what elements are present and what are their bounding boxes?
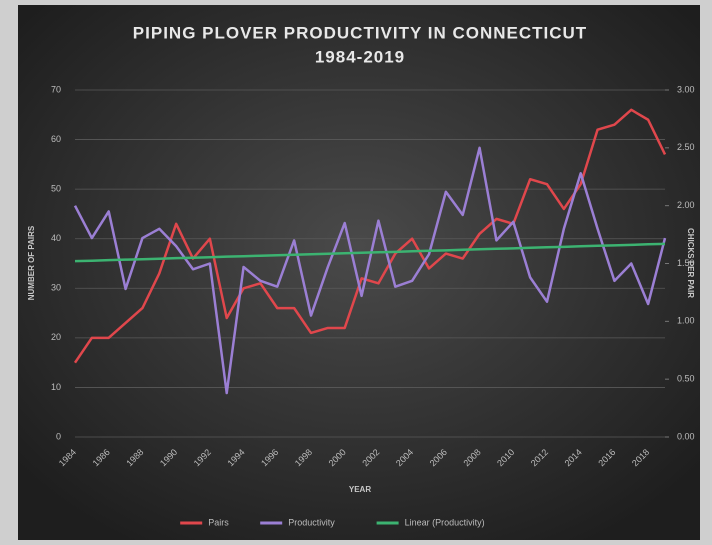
y2-tick-label: 0.00	[677, 431, 695, 441]
y-tick-label: 0	[56, 431, 61, 441]
y2-tick-label: 1.00	[677, 316, 695, 326]
y2-tick-label: 0.50	[677, 374, 695, 384]
y-tick-label: 70	[51, 84, 61, 94]
legend-label: Productivity	[288, 517, 335, 527]
chart-title: PIPING PLOVER PRODUCTIVITY IN CONNECTICU…	[133, 23, 587, 42]
series-line	[73, 108, 667, 364]
y-axis-title: NUMBER OF PAIRS	[27, 225, 36, 300]
legend-label: Linear (Productivity)	[405, 517, 485, 527]
y2-tick-label: 2.50	[677, 142, 695, 152]
series-line	[73, 146, 667, 395]
series-line	[74, 242, 666, 263]
y2-axis-title: CHICKS PER PAIR	[686, 228, 695, 298]
y-tick-label: 30	[51, 283, 61, 293]
y2-tick-label: 3.00	[677, 84, 695, 94]
y-tick-label: 10	[51, 382, 61, 392]
legend-label: Pairs	[208, 517, 229, 527]
y-tick-label: 50	[51, 184, 61, 194]
y-tick-label: 40	[51, 233, 61, 243]
y2-tick-label: 2.00	[677, 200, 695, 210]
chart-subtitle: 1984-2019	[315, 47, 405, 66]
x-axis-title: YEAR	[349, 485, 371, 494]
y-tick-label: 20	[51, 332, 61, 342]
y-tick-label: 60	[51, 134, 61, 144]
y2-tick-label: 1.50	[677, 258, 695, 268]
